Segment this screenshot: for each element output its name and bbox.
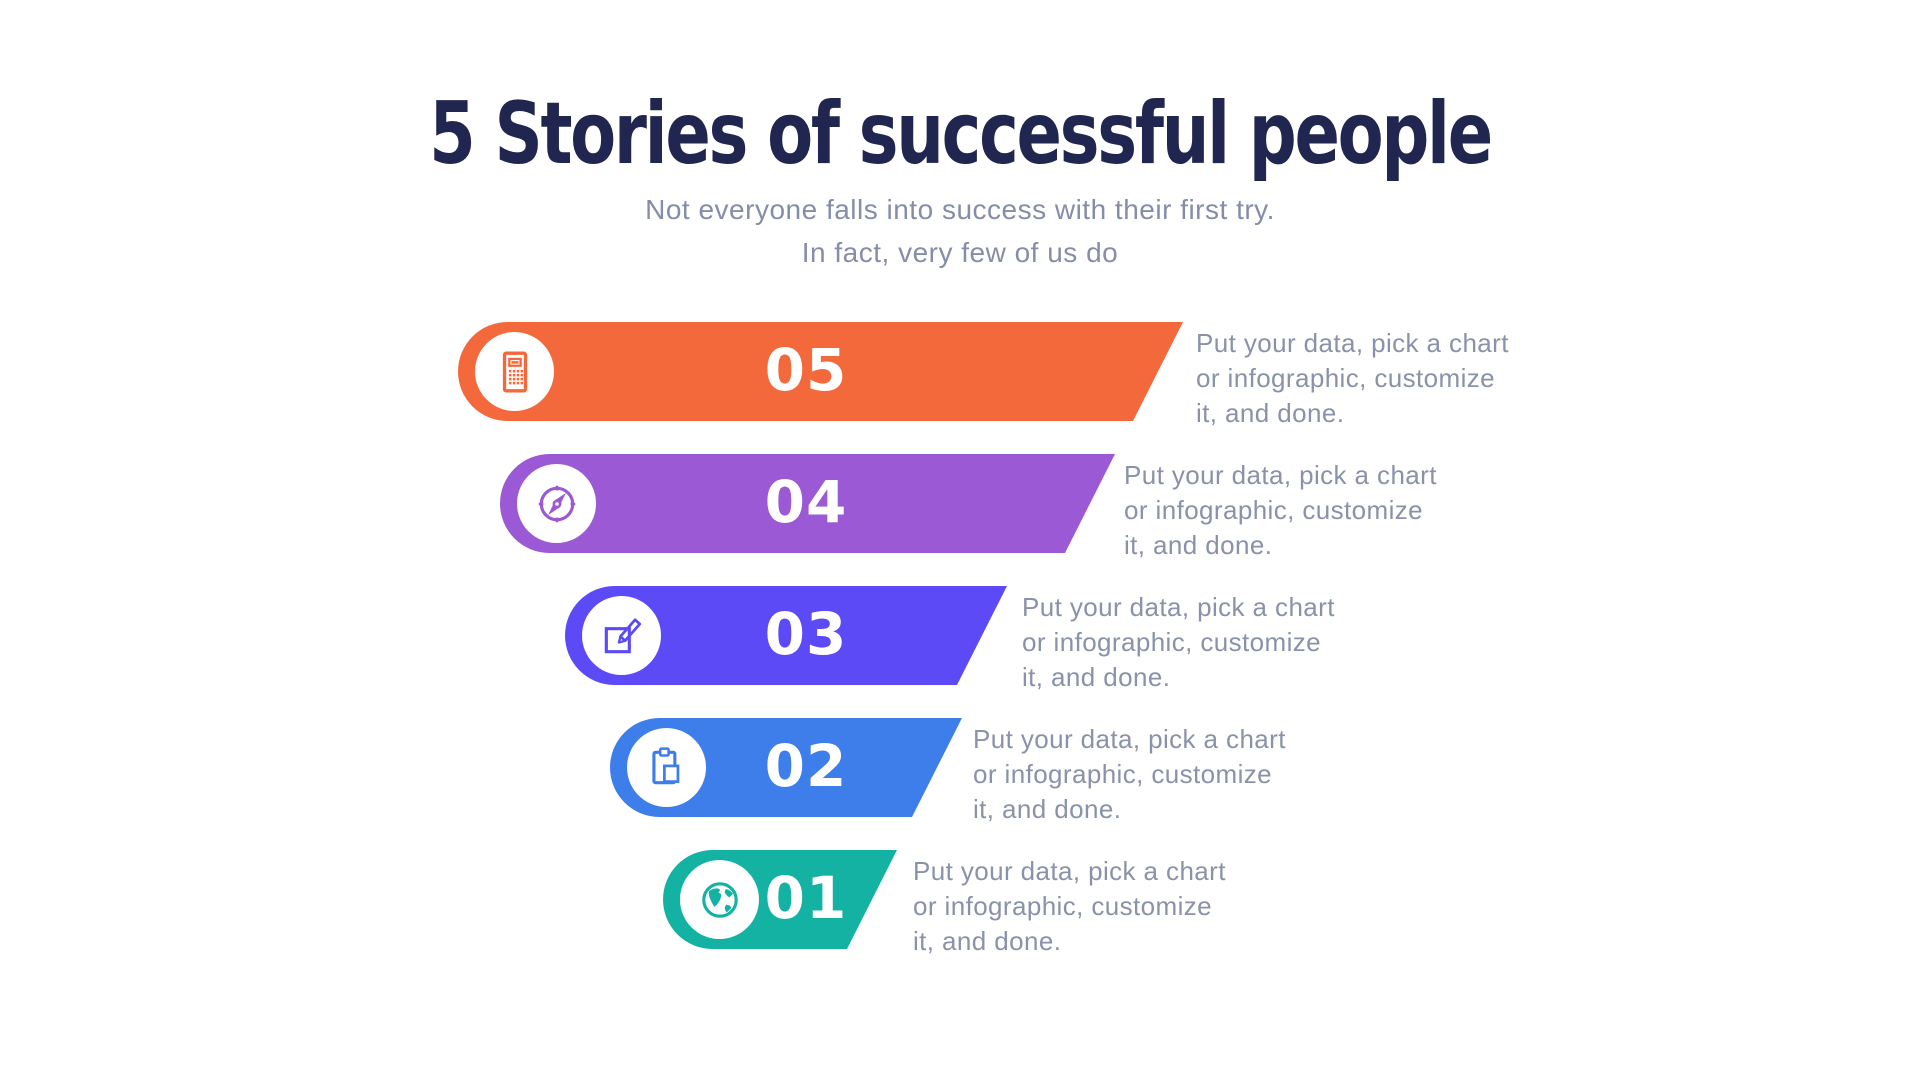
funnel-bar-01: 01 — [663, 850, 897, 949]
step-description-01: Put your data, pick a chart or infograph… — [913, 856, 1226, 956]
step-number: 04 — [764, 467, 848, 536]
bar-shape — [614, 586, 1007, 685]
icon-circle — [627, 728, 706, 807]
step-description-05: Put your data, pick a chart or infograph… — [1196, 328, 1509, 428]
funnel-bar-03: 03 — [565, 586, 1007, 685]
calculator-icon — [502, 351, 527, 392]
compass-icon — [538, 485, 575, 522]
page-title: 5 Stories of successful people — [429, 84, 1493, 184]
icon-circle — [582, 596, 661, 675]
bar-shape — [549, 454, 1115, 553]
step-number: 01 — [764, 863, 848, 932]
step-description-03: Put your data, pick a chart or infograph… — [1022, 592, 1335, 692]
icon-circle — [517, 464, 596, 543]
step-description-02: Put your data, pick a chart or infograph… — [973, 724, 1286, 824]
step-number: 02 — [764, 731, 848, 800]
bar-shape — [507, 322, 1183, 421]
globe-icon — [701, 881, 738, 918]
step-number: 03 — [764, 599, 848, 668]
funnel-bar-04: 04 — [500, 454, 1115, 553]
icon-circle — [680, 860, 759, 939]
bar-shape — [659, 718, 962, 817]
subtitle-line-1: Not everyone falls into success with the… — [645, 194, 1275, 225]
step-description-04: Put your data, pick a chart or infograph… — [1124, 460, 1437, 560]
icon-circle — [475, 332, 554, 411]
page-subtitle: Not everyone falls into success with the… — [0, 188, 1920, 274]
clipboard-icon — [651, 746, 679, 784]
funnel-bar-05: 05 — [458, 322, 1183, 421]
step-number: 05 — [764, 335, 848, 404]
subtitle-line-2: In fact, very few of us do — [801, 237, 1119, 268]
edit-icon — [604, 617, 641, 653]
funnel-bar-02: 02 — [610, 718, 962, 817]
